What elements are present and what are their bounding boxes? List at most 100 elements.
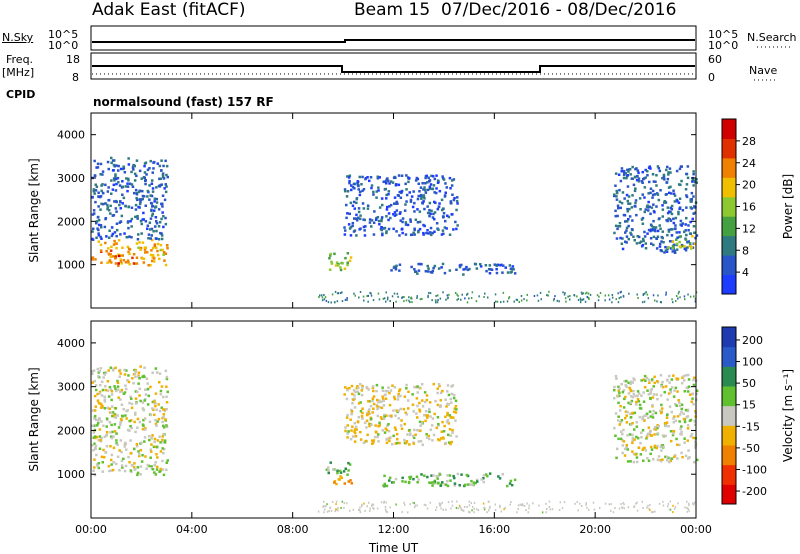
scatter-cell-power xyxy=(465,265,468,269)
scatter-cell-velocity xyxy=(162,408,165,411)
scatter-cell-velocity xyxy=(634,453,638,456)
scatter-cell-velocity xyxy=(162,413,166,416)
scatter-cell-velocity xyxy=(107,464,111,468)
scatter-cell-power xyxy=(432,184,436,187)
scatter-cell-velocity xyxy=(96,424,99,427)
scatter-cell-velocity xyxy=(381,386,384,389)
scatter-cell-power xyxy=(165,164,169,168)
colorbar-swatch xyxy=(722,196,736,217)
ground-scatter-cell-power xyxy=(569,295,571,297)
ground-scatter-cell-velocity xyxy=(376,507,379,510)
scatter-cell-power xyxy=(665,193,668,196)
scatter-cell-velocity xyxy=(122,392,126,395)
scatter-cell-power xyxy=(432,212,435,216)
scatter-cell-power xyxy=(107,167,110,171)
scatter-cell-velocity xyxy=(130,470,133,474)
scatter-cell-power xyxy=(147,264,150,267)
scatter-cell-power xyxy=(389,216,392,220)
ground-scatter-cell-power xyxy=(618,297,621,300)
scatter-cell-power xyxy=(353,217,356,220)
scatter-cell-velocity xyxy=(165,375,169,379)
ground-scatter-cell-power xyxy=(334,290,337,293)
scatter-cell-power xyxy=(388,182,391,185)
scatter-cell-velocity xyxy=(115,432,118,435)
scatter-cell-velocity xyxy=(93,458,96,461)
scatter-cell-power xyxy=(393,196,397,199)
scatter-cell-velocity xyxy=(426,475,429,479)
scatter-cell-velocity xyxy=(631,436,635,440)
scatter-cell-velocity xyxy=(626,460,630,463)
ground-scatter-cell-power xyxy=(454,291,457,294)
scatter-cell-velocity xyxy=(446,390,449,393)
x-tick-label: 12:00 xyxy=(378,523,410,536)
scatter-cell-velocity xyxy=(409,475,413,479)
scatter-cell-velocity xyxy=(686,390,690,393)
scatter-cell-velocity xyxy=(405,413,409,416)
scatter-cell-power xyxy=(157,225,161,228)
ground-scatter-cell-velocity xyxy=(409,503,411,506)
ground-scatter-cell-power xyxy=(393,292,396,295)
scatter-cell-power xyxy=(107,236,111,239)
colorbar-swatch xyxy=(722,216,736,237)
scatter-cell-power xyxy=(431,187,435,191)
scatter-cell-power xyxy=(667,171,670,174)
scatter-cell-power xyxy=(441,207,445,210)
scatter-cell-velocity xyxy=(142,418,145,422)
ground-scatter-cell-velocity xyxy=(586,506,588,509)
scatter-cell-velocity xyxy=(446,474,449,477)
scatter-cell-power xyxy=(675,238,678,241)
scatter-cell-velocity xyxy=(626,434,629,437)
scatter-cell-power xyxy=(670,234,674,237)
ground-scatter-cell-velocity xyxy=(329,507,331,510)
scatter-cell-velocity xyxy=(339,475,342,478)
scatter-cell-power xyxy=(658,245,662,248)
scatter-cell-power xyxy=(153,243,157,246)
scatter-cell-power xyxy=(414,270,418,273)
scatter-cell-velocity xyxy=(629,416,633,419)
scatter-cell-velocity xyxy=(117,396,120,399)
scatter-cell-velocity xyxy=(153,440,156,444)
ground-scatter-cell-power xyxy=(387,296,389,299)
scatter-cell-power xyxy=(450,179,454,182)
scatter-cell-velocity xyxy=(382,484,385,487)
scatter-cell-power xyxy=(635,178,639,182)
scatter-cell-power xyxy=(655,192,659,195)
ground-scatter-cell-power xyxy=(500,301,502,304)
scatter-cell-velocity xyxy=(376,414,380,418)
scatter-cell-power xyxy=(151,259,154,263)
scatter-cell-power xyxy=(614,172,618,175)
scatter-cell-velocity xyxy=(498,477,502,480)
scatter-cell-velocity xyxy=(649,445,653,449)
scatter-cell-power xyxy=(351,204,355,207)
scatter-cell-velocity xyxy=(343,482,346,485)
scatter-cell-velocity xyxy=(428,401,432,404)
scatter-cell-velocity xyxy=(649,415,653,418)
scatter-cell-velocity xyxy=(394,442,397,445)
scatter-cell-velocity xyxy=(418,386,421,389)
ground-scatter-cell-power xyxy=(523,298,525,301)
ground-scatter-cell-power xyxy=(494,293,497,296)
scatter-cell-velocity xyxy=(166,390,169,394)
ground-scatter-cell-velocity xyxy=(538,504,540,507)
ground-scatter-cell-velocity xyxy=(429,501,432,504)
y-axis-label: Slant Range [km] xyxy=(27,158,41,262)
scatter-cell-velocity xyxy=(420,383,424,386)
scatter-cell-power xyxy=(624,172,628,175)
ground-scatter-cell-power xyxy=(427,294,429,297)
scatter-cell-velocity xyxy=(407,399,410,402)
scatter-cell-power xyxy=(621,247,625,251)
scatter-cell-velocity xyxy=(393,426,397,429)
scatter-cell-velocity xyxy=(452,416,455,419)
scatter-cell-velocity xyxy=(661,458,664,461)
scatter-cell-power xyxy=(395,200,398,204)
scatter-cell-velocity xyxy=(146,403,150,406)
scatter-cell-power xyxy=(435,174,438,177)
scatter-cell-velocity xyxy=(159,450,163,453)
scatter-cell-velocity xyxy=(124,464,128,468)
scatter-cell-power xyxy=(436,179,440,182)
scatter-cell-power xyxy=(140,222,143,226)
scatter-cell-velocity xyxy=(351,402,354,405)
ground-scatter-cell-velocity xyxy=(510,501,512,504)
ground-scatter-cell-velocity xyxy=(440,507,442,510)
